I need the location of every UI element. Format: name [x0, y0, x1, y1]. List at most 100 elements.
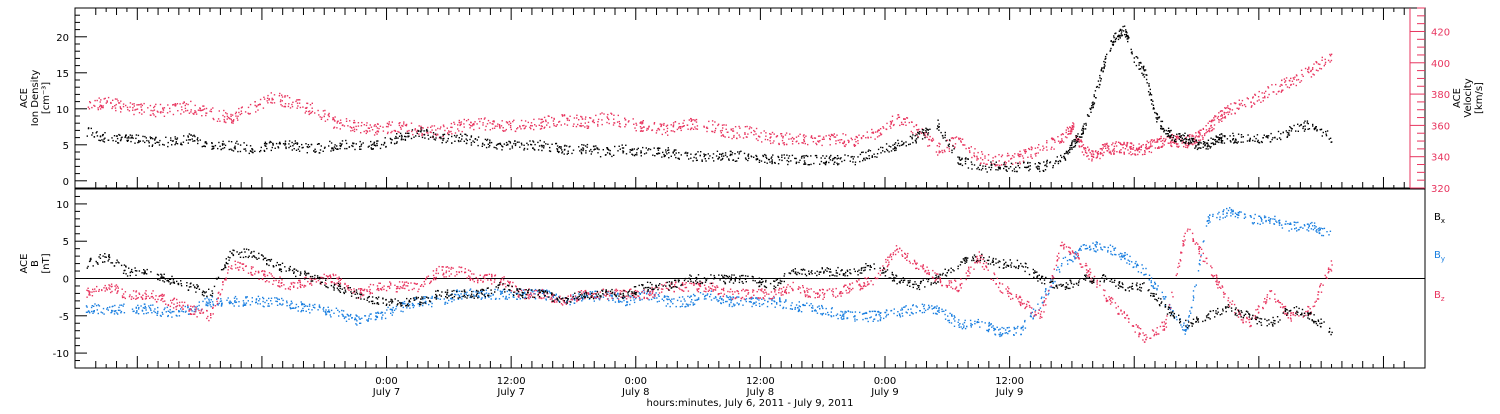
- density-point: [705, 160, 706, 161]
- by-point: [1042, 302, 1043, 303]
- velocity-point: [1219, 119, 1220, 120]
- by-point: [758, 299, 759, 300]
- density-point: [1178, 133, 1179, 134]
- velocity-point: [1107, 147, 1108, 148]
- density-point: [1289, 134, 1290, 135]
- by-point: [343, 316, 344, 317]
- density-point: [176, 139, 177, 140]
- velocity-point: [646, 130, 647, 131]
- by-point: [494, 289, 495, 290]
- by-point: [868, 321, 869, 322]
- velocity-point: [732, 128, 733, 129]
- by-point: [616, 294, 617, 295]
- velocity-point: [233, 119, 234, 120]
- by-point: [947, 315, 948, 316]
- density-point: [1305, 129, 1306, 130]
- by-point: [451, 301, 452, 302]
- velocity-point: [361, 122, 362, 123]
- density-point: [482, 143, 483, 144]
- velocity-point: [495, 126, 496, 127]
- velocity-point: [333, 118, 334, 119]
- density-point: [880, 152, 881, 153]
- by-point: [862, 319, 863, 320]
- velocity-point: [235, 113, 236, 114]
- density-point: [719, 154, 720, 155]
- velocity-point: [772, 132, 773, 133]
- velocity-point: [342, 124, 343, 125]
- velocity-point: [280, 101, 281, 102]
- density-point: [461, 135, 462, 136]
- velocity-point: [324, 116, 325, 117]
- density-point: [1162, 121, 1163, 122]
- velocity-point: [185, 110, 186, 111]
- velocity-point: [289, 97, 290, 98]
- by-point: [481, 299, 482, 300]
- velocity-point: [525, 126, 526, 127]
- velocity-point: [479, 121, 480, 122]
- velocity-point: [933, 139, 934, 140]
- density-point: [1206, 148, 1207, 149]
- by-point: [578, 293, 579, 294]
- velocity-point: [494, 128, 495, 129]
- velocity-point: [426, 132, 427, 133]
- by-point: [1180, 324, 1181, 325]
- density-point: [1219, 134, 1220, 135]
- velocity-point: [681, 130, 682, 131]
- velocity-point: [1125, 145, 1126, 146]
- velocity-point: [772, 142, 773, 143]
- velocity-point: [177, 103, 178, 104]
- velocity-point: [567, 119, 568, 120]
- density-point: [1146, 75, 1147, 76]
- density-point: [1069, 149, 1070, 150]
- velocity-point: [1026, 151, 1027, 152]
- by-point: [473, 291, 474, 292]
- density-point: [781, 155, 782, 156]
- by-point: [1048, 293, 1049, 294]
- by-point: [189, 313, 190, 314]
- by-point: [1007, 333, 1008, 334]
- velocity-point: [232, 120, 233, 121]
- velocity-point: [677, 129, 678, 130]
- by-point: [143, 307, 144, 308]
- density-point: [323, 151, 324, 152]
- velocity-point: [749, 126, 750, 127]
- by-point: [160, 315, 161, 316]
- by-point: [317, 309, 318, 310]
- by-point: [776, 303, 777, 304]
- by-point: [1182, 329, 1183, 330]
- density-point: [1075, 141, 1076, 142]
- velocity-point: [634, 127, 635, 128]
- by-point: [1045, 288, 1046, 289]
- velocity-point: [493, 120, 494, 121]
- by-point: [157, 307, 158, 308]
- by-point: [103, 313, 104, 314]
- density-point: [771, 158, 772, 159]
- by-point: [753, 302, 754, 303]
- velocity-point: [132, 110, 133, 111]
- b-axis-label-line: ACE: [19, 254, 30, 274]
- velocity-point: [1165, 140, 1166, 141]
- velocity-point: [981, 151, 982, 152]
- by-point: [935, 313, 936, 314]
- density-point: [471, 144, 472, 145]
- density-point: [632, 154, 633, 155]
- velocity-point: [459, 122, 460, 123]
- density-point: [1221, 140, 1222, 141]
- velocity-point: [183, 111, 184, 112]
- density-point: [1017, 163, 1018, 164]
- density-point: [877, 153, 878, 154]
- velocity-point: [723, 124, 724, 125]
- velocity-point: [386, 126, 387, 127]
- by-point: [290, 303, 291, 304]
- velocity-point: [1321, 68, 1322, 69]
- density-point: [766, 158, 767, 159]
- velocity-point: [1046, 142, 1047, 143]
- velocity-point: [980, 157, 981, 158]
- velocity-point: [250, 104, 251, 105]
- by-point: [673, 298, 674, 299]
- velocity-point: [434, 125, 435, 126]
- velocity-point: [442, 136, 443, 137]
- velocity-point: [299, 103, 300, 104]
- density-point: [1290, 127, 1291, 128]
- density-point: [687, 152, 688, 153]
